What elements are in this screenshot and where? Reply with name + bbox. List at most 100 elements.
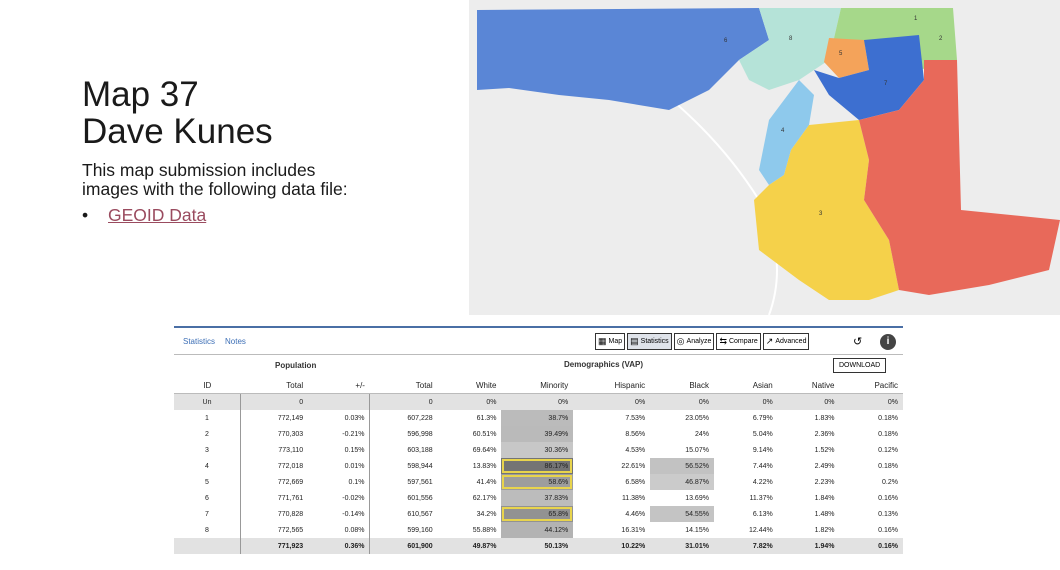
table-cell: 0.13%	[878, 510, 898, 518]
district-8-region	[739, 8, 841, 90]
table-cell: 61.3%	[476, 414, 497, 422]
table-cell: 771,923	[240, 538, 309, 554]
table-cell: 0.18%	[878, 414, 898, 422]
table-cell: 2.36%	[814, 430, 835, 438]
table-cell: 5.04%	[752, 430, 773, 438]
table-cell: 1	[205, 414, 209, 422]
table-cell: 5	[205, 478, 209, 486]
map-label-1: 1	[914, 16, 918, 22]
column-header: White	[437, 377, 502, 394]
table-cell: 601,900	[369, 538, 438, 554]
tab-statistics[interactable]: Statistics	[183, 337, 216, 346]
table-cell: 30.36%	[501, 442, 574, 458]
statistics-button[interactable]: ▤ Statistics	[627, 333, 672, 350]
table-cell: 3	[205, 446, 209, 454]
table-cell: 11.37%	[749, 494, 773, 502]
advanced-button-label: Advanced	[775, 338, 807, 345]
table-row: 2 770,303 -0.21% 596,998 60.51% 39.49% 8.56% 24…	[174, 426, 903, 442]
table-cell: 65.8%	[501, 506, 574, 522]
map-label-6: 6	[724, 38, 728, 44]
table-cell: 1.52%	[814, 446, 835, 454]
table-cell: 596,998	[369, 426, 438, 442]
table-cell: 15.07%	[685, 446, 709, 454]
table-cell: 38.7%	[501, 410, 574, 426]
column-header: Pacific	[839, 377, 903, 394]
table-cell: 2	[205, 430, 209, 438]
geoid-data-link[interactable]: GEOID Data	[108, 205, 207, 225]
population-header: Population	[275, 361, 317, 370]
table-cell: 4.22%	[752, 478, 773, 486]
table-cell: 7.82%	[713, 538, 778, 554]
statistics-button-label: Statistics	[640, 338, 669, 345]
table-cell: 34.2%	[476, 510, 497, 518]
table-cell: 22.61%	[621, 462, 646, 470]
table-cell: 770,303	[240, 426, 309, 442]
table-cell: 772,565	[240, 522, 309, 538]
table-cell: 10.22%	[573, 538, 651, 554]
table-cell: 6	[205, 494, 209, 502]
desc-line-2: images with the following data file:	[82, 179, 348, 199]
advanced-button[interactable]: ↗ Advanced	[762, 333, 810, 350]
district-7-region	[814, 35, 924, 120]
table-cell: 2.49%	[814, 462, 835, 470]
table-cell: 60.51%	[472, 430, 497, 438]
table-cell: 54.55%	[650, 506, 714, 522]
table-cell: 62.17%	[472, 494, 497, 502]
table-cell: 773,110	[240, 442, 309, 458]
table-cell: 601,556	[369, 490, 438, 506]
column-header: +/-	[308, 377, 370, 394]
analyze-button[interactable]: ◎ Analyze	[673, 333, 715, 350]
table-cell: 0%	[650, 393, 714, 410]
map-label-5: 5	[839, 51, 843, 57]
table-cell: 0%	[573, 393, 651, 410]
table-cell: 11.38%	[621, 494, 646, 502]
map-label-3: 3	[819, 211, 823, 217]
table-cell: 772,018	[240, 458, 309, 474]
district-5-region	[824, 38, 869, 78]
table-cell: 0.18%	[878, 462, 898, 470]
table-row: 5 772,669 0.1% 597,561 41.4% 58.6% 6.58% 46.87%…	[174, 474, 903, 490]
panel-toolbar: ▦ Map ▤ Statistics ◎ Analyze ⇆ Compare ↗ Adva…	[595, 333, 810, 350]
history-icon[interactable]: ↺	[853, 336, 863, 348]
table-cell: 599,160	[369, 522, 438, 538]
table-row: 7 770,828 -0.14% 610,567 34.2% 65.8% 4.46% 54.5…	[174, 506, 903, 522]
table-cell: 597,561	[369, 474, 438, 490]
compare-button-label: Compare	[728, 338, 758, 345]
analyze-button-label: Analyze	[686, 338, 712, 345]
compare-icon: ⇆	[719, 336, 727, 346]
chart-icon: ↗	[765, 336, 774, 346]
table-cell: 49.87%	[437, 538, 502, 554]
table-cell: 0.16%	[878, 526, 898, 534]
table-row: 3 773,110 0.15% 603,188 69.64% 30.36% 4.53% 15.…	[174, 442, 903, 458]
download-button[interactable]: DOWNLOAD	[833, 358, 887, 373]
table-cell: 1.82%	[814, 526, 835, 534]
map-button[interactable]: ▦ Map	[595, 333, 626, 350]
data-file-bullet: • GEOID Data	[82, 205, 206, 226]
map-label-7: 7	[884, 81, 888, 87]
table-cell: 0.08%	[344, 526, 365, 534]
table-cell: 58.6%	[501, 474, 574, 490]
bullet-dot: •	[82, 205, 89, 225]
table-row: 8 772,565 0.08% 599,160 55.88% 44.12% 16.31% 14…	[174, 522, 903, 538]
table-cell: 598,944	[369, 458, 438, 474]
table-cell: 0.12%	[878, 446, 898, 454]
table-cell: 23.05%	[685, 414, 709, 422]
table-cell: 4.53%	[625, 446, 646, 454]
table-row: Un 0 0 0% 0% 0% 0% 0% 0% 0%	[174, 393, 903, 410]
compare-button[interactable]: ⇆ Compare	[716, 333, 761, 350]
info-icon[interactable]: i	[880, 334, 896, 350]
table-cell: 0.2%	[882, 478, 898, 486]
table-cell	[308, 393, 370, 410]
table-cell: 1.83%	[814, 414, 835, 422]
tab-notes[interactable]: Notes	[225, 337, 246, 346]
table-cell: 56.52%	[650, 458, 714, 474]
table-cell: 0%	[713, 393, 778, 410]
table-cell: 46.87%	[650, 474, 714, 490]
table-row: 1 772,149 0.03% 607,228 61.3% 38.7% 7.53% 23.05…	[174, 410, 903, 426]
table-row: 6 771,761 -0.02% 601,556 62.17% 37.83% 11.38% 1…	[174, 490, 903, 506]
table-cell: 4.46%	[625, 510, 646, 518]
table-cell: 0%	[777, 393, 840, 410]
table-cell: 50.13%	[501, 538, 574, 554]
table-cell: 37.83%	[501, 490, 574, 506]
map-button-label: Map	[608, 338, 623, 345]
